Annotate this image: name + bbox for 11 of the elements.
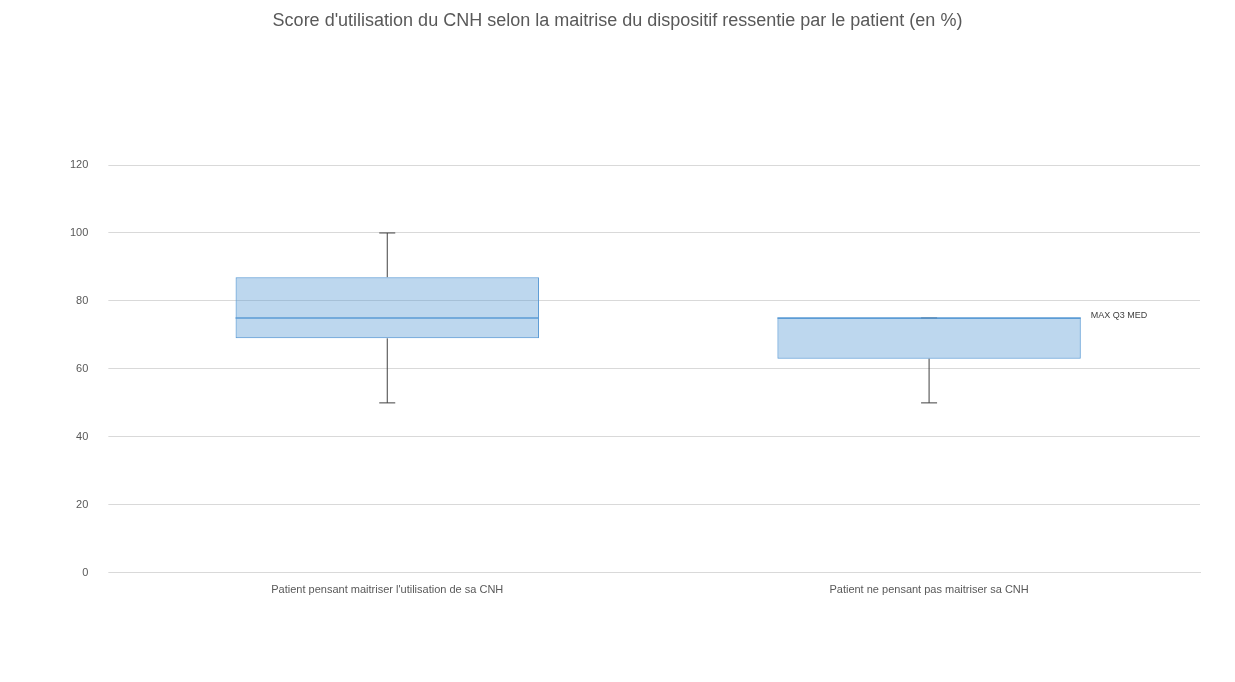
x-tick-label: Patient pensant maitriser l'utilisation de sa CNH xyxy=(271,583,504,596)
x-tick-label: Patient ne pensant pas maitriser sa CNH xyxy=(829,583,1029,596)
y-tick-label: 20 xyxy=(76,497,89,510)
y-tick-label: 80 xyxy=(76,293,89,306)
y-tick-label: 0 xyxy=(82,565,89,578)
y-tick-label: 100 xyxy=(69,226,89,238)
y-tick-label: 120 xyxy=(69,158,89,171)
annotation: MAX Q3 MED xyxy=(1090,309,1148,320)
y-tick-label: 60 xyxy=(76,361,89,374)
chart-title: Score d'utilisation du CNH selon la maitrise du dispositif ressentie par le patient (en %) xyxy=(271,10,964,31)
y-tick-label: 40 xyxy=(76,429,89,442)
